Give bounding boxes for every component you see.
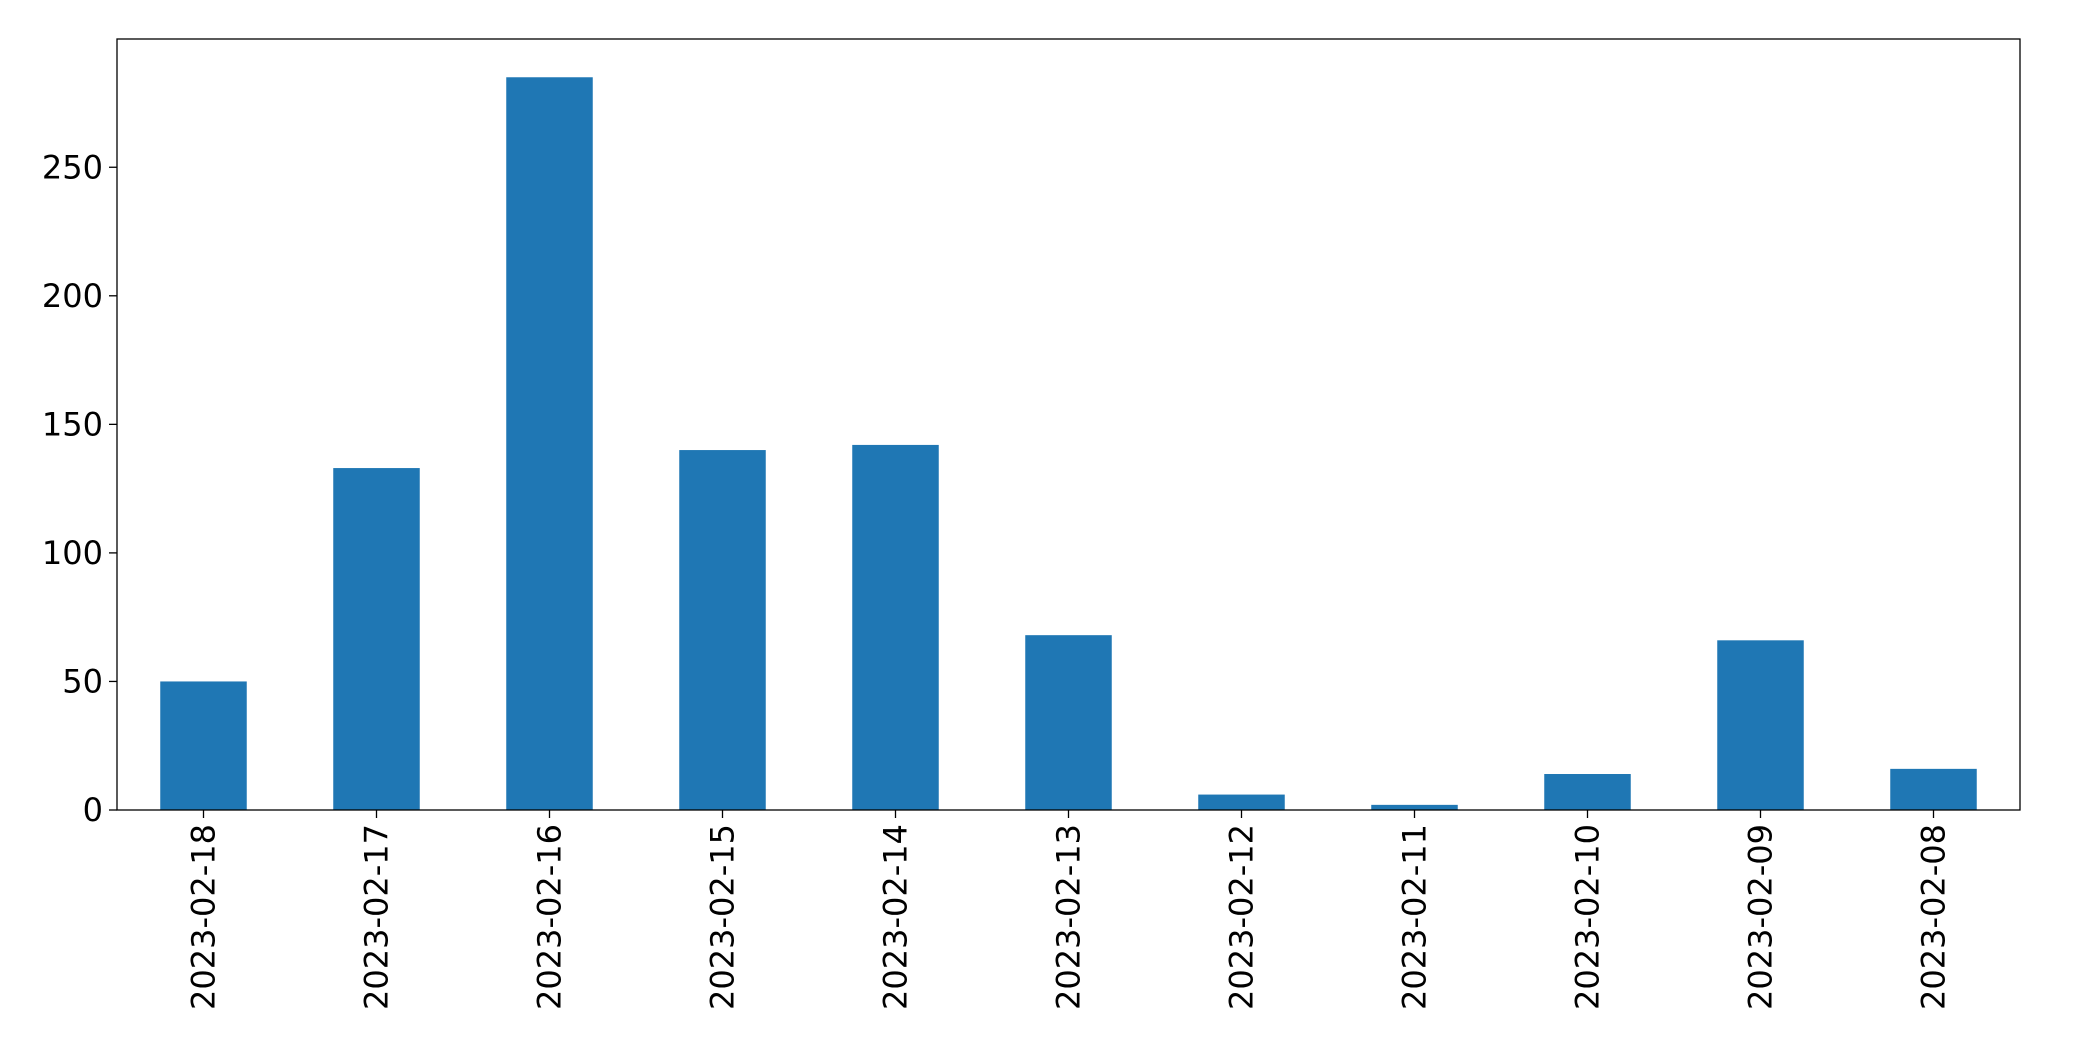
bar-2023-02-11 [1371, 804, 1458, 810]
x-axis: 2023-02-18 2023-02-17 2023-02-16 2023-02-15… [185, 810, 1953, 1010]
x-tick-label: 2023-02-18 [185, 824, 223, 1010]
y-tick-label: 200 [42, 277, 103, 315]
x-tick-label: 2023-02-17 [358, 824, 396, 1010]
x-tick-label: 2023-02-15 [704, 824, 742, 1010]
bars-group [160, 77, 1977, 810]
x-tick-label: 2023-02-09 [1742, 824, 1780, 1010]
x-tick-label: 2023-02-11 [1396, 824, 1434, 1010]
bar-2023-02-08 [1890, 768, 1977, 810]
bar-2023-02-16 [506, 77, 593, 810]
y-tick-label: 100 [42, 534, 103, 572]
y-axis: 0 50 100 150 200 250 [42, 148, 117, 829]
x-tick-label: 2023-02-13 [1050, 824, 1088, 1010]
bar-2023-02-12 [1198, 794, 1285, 810]
x-tick-label: 2023-02-12 [1223, 824, 1261, 1010]
y-tick-label: 0 [83, 791, 103, 829]
x-tick-label: 2023-02-16 [531, 824, 569, 1010]
y-tick-label: 250 [42, 148, 103, 186]
bar-2023-02-17 [333, 468, 420, 810]
bar-2023-02-09 [1717, 640, 1804, 810]
plot-frame [116, 38, 2021, 811]
x-tick-label: 2023-02-10 [1569, 824, 1607, 1010]
y-tick-label: 50 [62, 662, 103, 700]
y-tick-label: 150 [42, 405, 103, 443]
x-tick-label: 2023-02-08 [1915, 824, 1953, 1010]
x-tick-label: 2023-02-14 [877, 824, 915, 1010]
bar-2023-02-14 [852, 444, 939, 810]
bar-2023-02-10 [1544, 774, 1631, 810]
bar-2023-02-18 [160, 681, 247, 810]
bar-2023-02-13 [1025, 635, 1112, 810]
bar-2023-02-15 [679, 450, 766, 810]
